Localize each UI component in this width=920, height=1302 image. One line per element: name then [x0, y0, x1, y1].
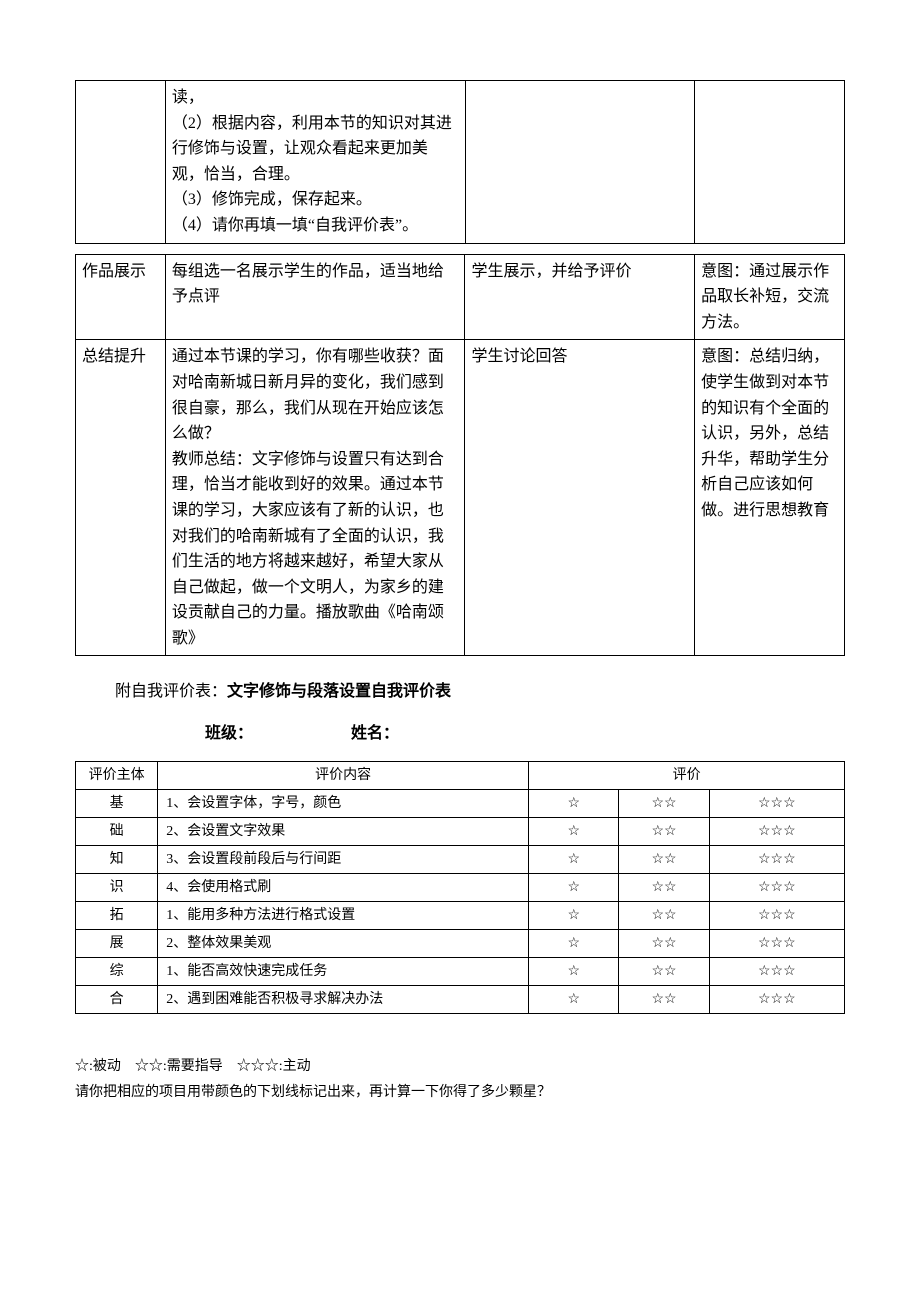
- legend-line-2: 请你把相应的项目用带颜色的下划线标记出来，再计算一下你得了多少颗星？: [75, 1080, 845, 1107]
- star-2: ☆☆: [619, 789, 709, 817]
- eval-item: 1、能用多种方法进行格式设置: [158, 901, 529, 929]
- star-1: ☆: [529, 789, 619, 817]
- label-class: 班级：: [205, 725, 253, 742]
- table-row: 合 2、遇到困难能否积极寻求解决办法 ☆ ☆☆ ☆☆☆: [76, 985, 845, 1013]
- group-label: 展: [76, 929, 158, 957]
- lesson-table-fragment: 读， （2）根据内容，利用本节的知识对其进行修饰与设置，让观众看起来更加美观，恰…: [75, 80, 845, 244]
- group-label: 础: [76, 817, 158, 845]
- eval-item: 1、会设置字体，字号，颜色: [158, 789, 529, 817]
- table-row: 作品展示 每组选一名展示学生的作品，适当地给予点评 学生展示，并给予评价 意图：…: [76, 254, 845, 340]
- self-eval-heading: 附自我评价表：文字修饰与段落设置自我评价表 班级： 姓名：: [115, 674, 845, 750]
- star-1: ☆: [529, 845, 619, 873]
- cell-student: 学生讨论回答: [465, 340, 695, 656]
- table-row: 读， （2）根据内容，利用本节的知识对其进行修饰与设置，让观众看起来更加美观，恰…: [76, 81, 845, 244]
- cell-intent: 意图：总结归纳，使学生做到对本节的知识有个全面的认识，另外，总结升华，帮助学生分…: [695, 340, 845, 656]
- header-content: 评价内容: [158, 761, 529, 789]
- eval-item: 2、会设置文字效果: [158, 817, 529, 845]
- star-2: ☆☆: [619, 985, 709, 1013]
- group-label: 知: [76, 845, 158, 873]
- cell-intent: 意图：通过展示作品取长补短，交流方法。: [695, 254, 845, 340]
- star-3: ☆☆☆: [709, 817, 844, 845]
- cell-stage: 总结提升: [76, 340, 166, 656]
- group-label: 拓: [76, 901, 158, 929]
- label-name: 姓名：: [351, 725, 399, 742]
- group-label: 基: [76, 789, 158, 817]
- star-2: ☆☆: [619, 957, 709, 985]
- heading-prefix: 附自我评价表：: [115, 683, 227, 700]
- cell-stage: 作品展示: [76, 254, 166, 340]
- cell-teacher: 每组选一名展示学生的作品，适当地给予点评: [165, 254, 465, 340]
- self-eval-table: 评价主体 评价内容 评价 基 1、会设置字体，字号，颜色 ☆ ☆☆ ☆☆☆ 础 …: [75, 761, 845, 1014]
- cell-intent: [695, 81, 845, 244]
- group-label: 合: [76, 985, 158, 1013]
- table-row: 总结提升 通过本节课的学习，你有哪些收获？面对哈南新城日新月异的变化，我们感到很…: [76, 340, 845, 656]
- star-1: ☆: [529, 985, 619, 1013]
- star-3: ☆☆☆: [709, 873, 844, 901]
- cell-teacher: 读， （2）根据内容，利用本节的知识对其进行修饰与设置，让观众看起来更加美观，恰…: [165, 81, 465, 244]
- cell-stage: [76, 81, 166, 244]
- cell-teacher: 通过本节课的学习，你有哪些收获？面对哈南新城日新月异的变化，我们感到很自豪，那么…: [165, 340, 465, 656]
- star-1: ☆: [529, 901, 619, 929]
- star-3: ☆☆☆: [709, 985, 844, 1013]
- lesson-table-main: 作品展示 每组选一名展示学生的作品，适当地给予点评 学生展示，并给予评价 意图：…: [75, 254, 845, 657]
- table-row: 础 2、会设置文字效果 ☆ ☆☆ ☆☆☆: [76, 817, 845, 845]
- star-1: ☆: [529, 957, 619, 985]
- eval-item: 3、会设置段前段后与行间距: [158, 845, 529, 873]
- star-2: ☆☆: [619, 901, 709, 929]
- star-3: ☆☆☆: [709, 789, 844, 817]
- star-3: ☆☆☆: [709, 845, 844, 873]
- eval-item: 4、会使用格式刷: [158, 873, 529, 901]
- star-1: ☆: [529, 873, 619, 901]
- eval-item: 2、整体效果美观: [158, 929, 529, 957]
- table-row: 拓 1、能用多种方法进行格式设置 ☆ ☆☆ ☆☆☆: [76, 901, 845, 929]
- star-2: ☆☆: [619, 873, 709, 901]
- table-row: 展 2、整体效果美观 ☆ ☆☆ ☆☆☆: [76, 929, 845, 957]
- table-row: 综 1、能否高效快速完成任务 ☆ ☆☆ ☆☆☆: [76, 957, 845, 985]
- cell-student: 学生展示，并给予评价: [465, 254, 695, 340]
- table-row: 基 1、会设置字体，字号，颜色 ☆ ☆☆ ☆☆☆: [76, 789, 845, 817]
- eval-item: 2、遇到困难能否积极寻求解决办法: [158, 985, 529, 1013]
- table-row: 知 3、会设置段前段后与行间距 ☆ ☆☆ ☆☆☆: [76, 845, 845, 873]
- eval-item: 1、能否高效快速完成任务: [158, 957, 529, 985]
- legend-block: ☆:被动 ☆☆:需要指导 ☆☆☆:主动 请你把相应的项目用带颜色的下划线标记出来…: [75, 1054, 845, 1107]
- star-3: ☆☆☆: [709, 957, 844, 985]
- star-3: ☆☆☆: [709, 929, 844, 957]
- star-2: ☆☆: [619, 845, 709, 873]
- cell-student: [465, 81, 695, 244]
- header-rating: 评价: [529, 761, 845, 789]
- header-subject: 评价主体: [76, 761, 158, 789]
- star-1: ☆: [529, 929, 619, 957]
- star-2: ☆☆: [619, 929, 709, 957]
- star-1: ☆: [529, 817, 619, 845]
- table-header-row: 评价主体 评价内容 评价: [76, 761, 845, 789]
- star-2: ☆☆: [619, 817, 709, 845]
- group-label: 识: [76, 873, 158, 901]
- heading-title: 文字修饰与段落设置自我评价表: [227, 683, 451, 700]
- star-3: ☆☆☆: [709, 901, 844, 929]
- legend-line-1: ☆:被动 ☆☆:需要指导 ☆☆☆:主动: [75, 1054, 845, 1081]
- group-label: 综: [76, 957, 158, 985]
- table-row: 识 4、会使用格式刷 ☆ ☆☆ ☆☆☆: [76, 873, 845, 901]
